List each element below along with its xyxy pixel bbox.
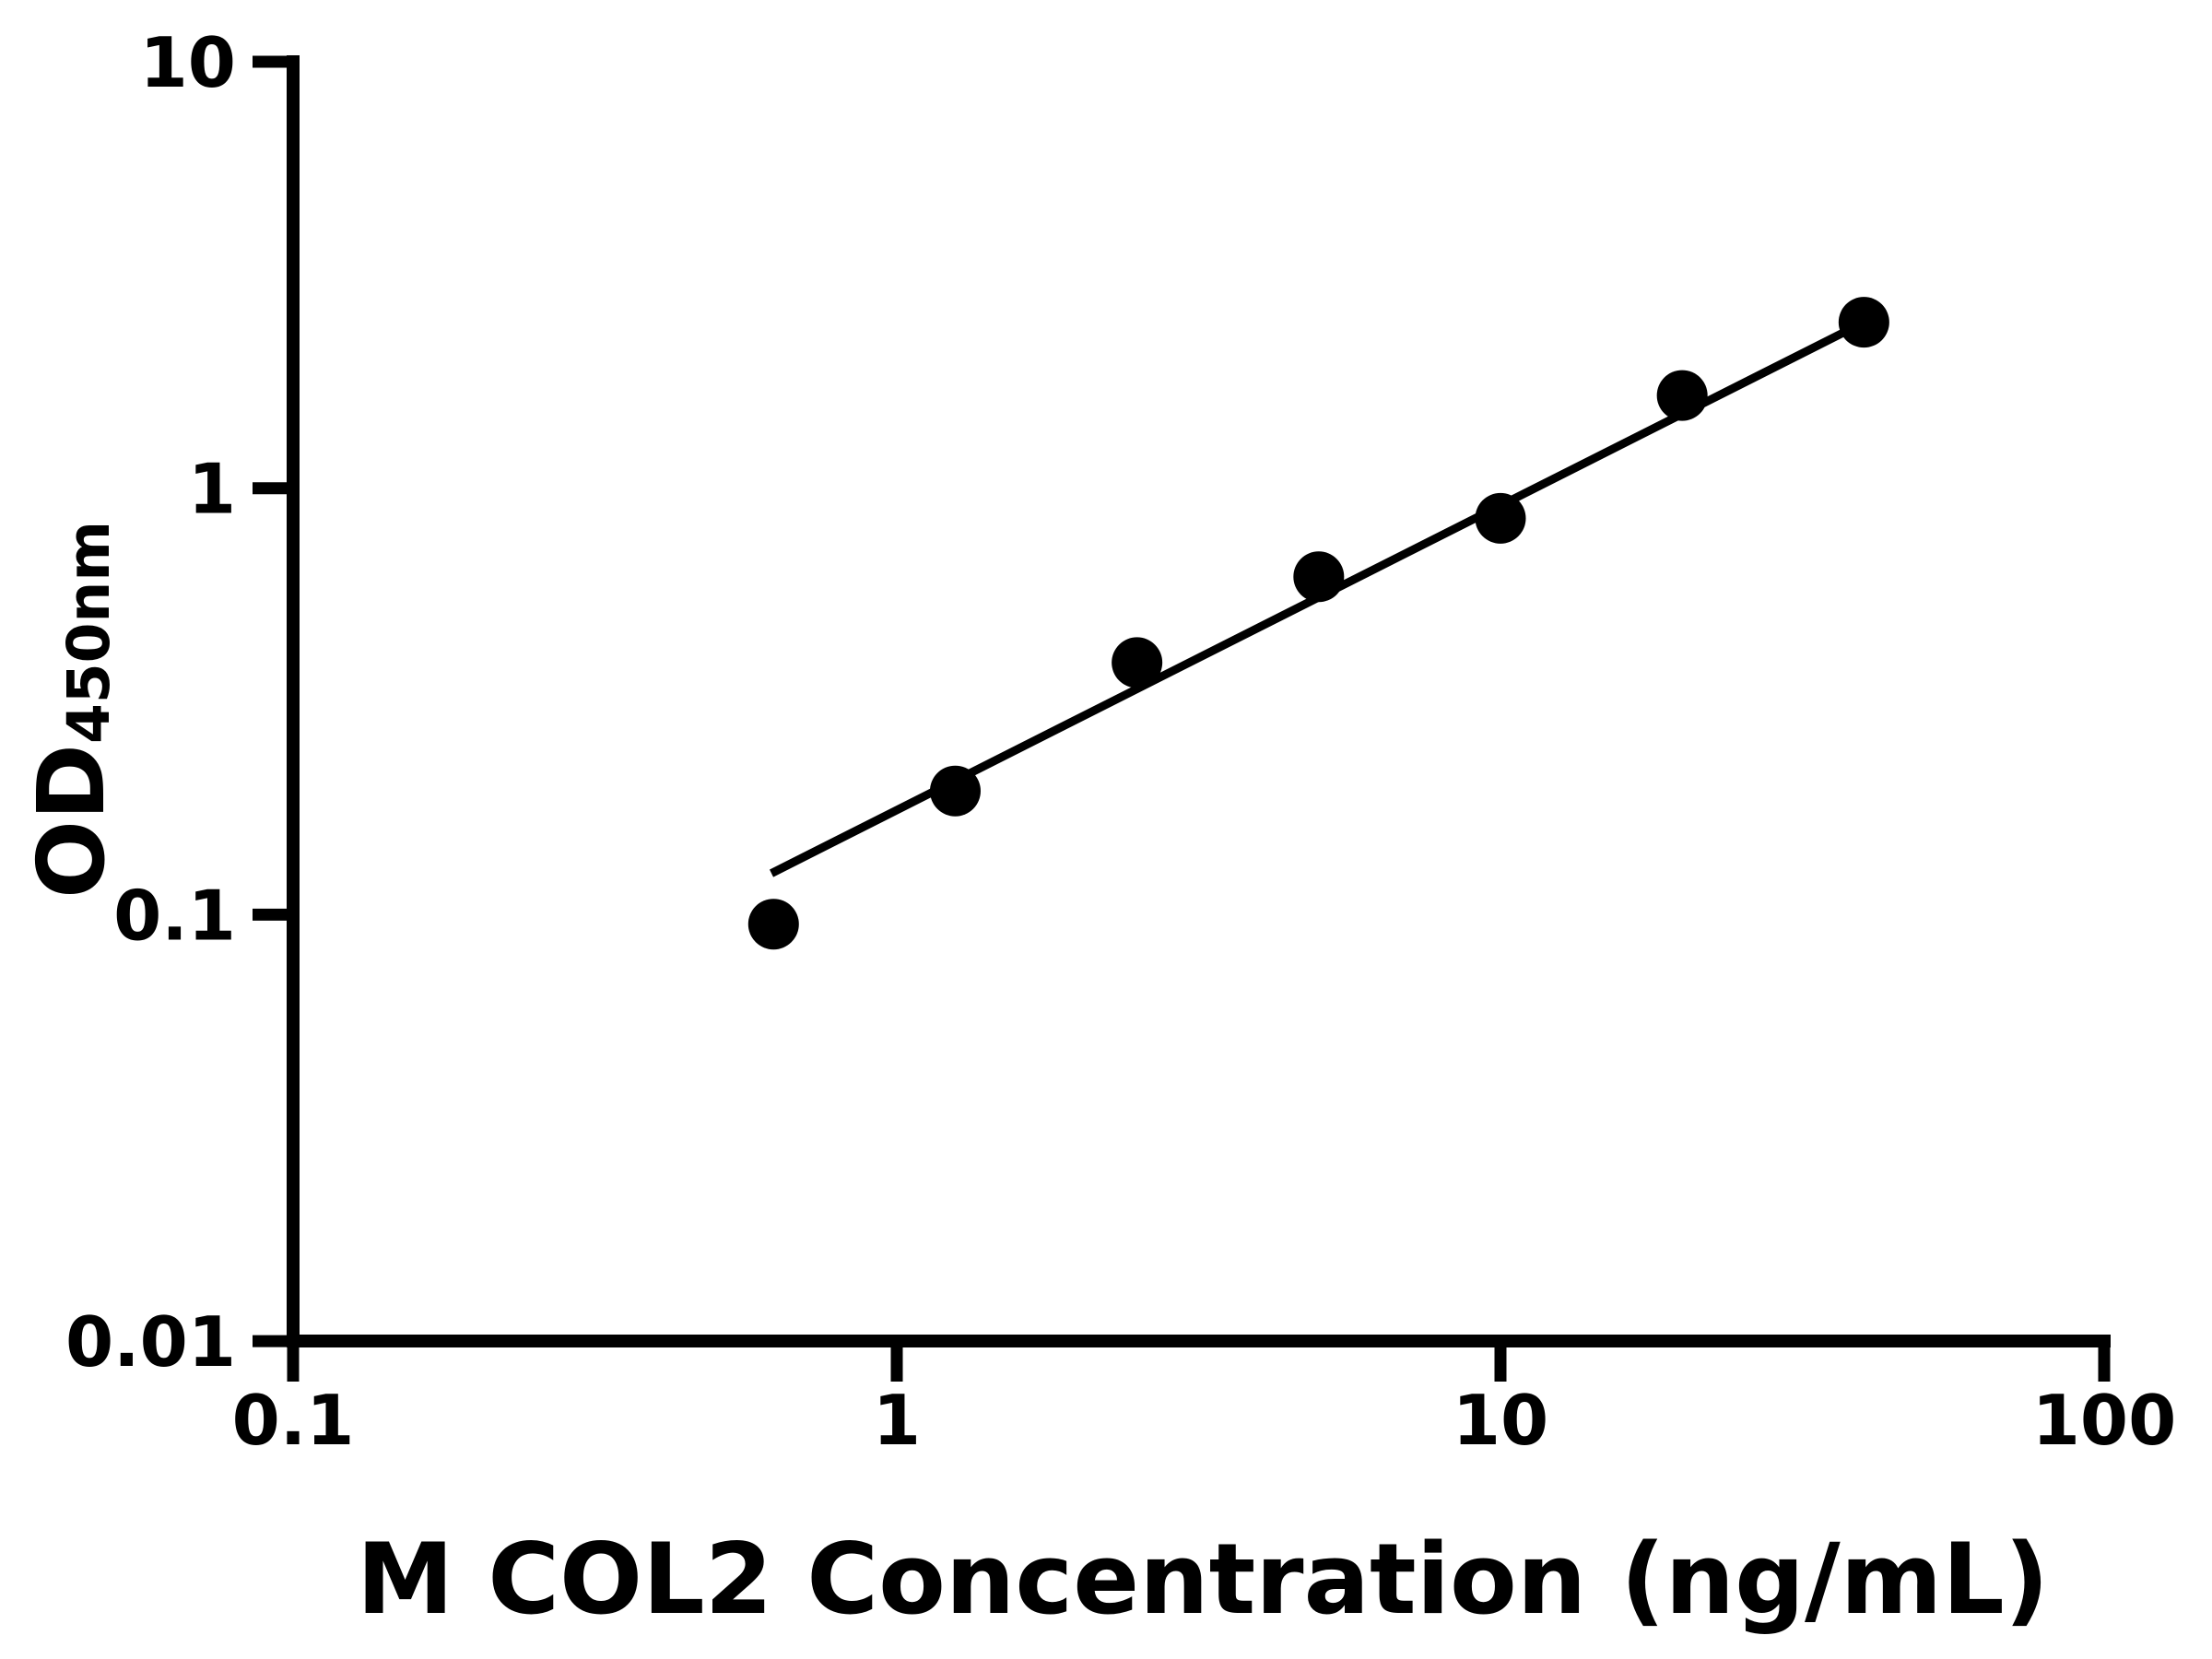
x-tick-label-1: 1 — [873, 1380, 921, 1461]
x-tick-label-100: 100 — [2032, 1380, 2177, 1461]
y-tick-label-0.01: 0.01 — [65, 1301, 236, 1382]
data-point-6 — [1656, 370, 1708, 421]
y-tick-label-10: 10 — [140, 22, 236, 103]
x-axis-title: M COL2 Concentration (ng/mL) — [357, 1523, 2049, 1636]
y-tick-label-0.1: 0.1 — [113, 875, 236, 956]
x-tick-label-0.1: 0.1 — [232, 1380, 355, 1461]
data-point-7 — [1838, 297, 1889, 348]
y-axis-title-subscript: 450nm — [55, 521, 123, 744]
x-tick-label-10: 10 — [1453, 1380, 1548, 1461]
y-axis-title: OD450nm — [18, 521, 125, 899]
data-point-3 — [1112, 637, 1163, 688]
data-point-4 — [1293, 551, 1345, 603]
data-point-5 — [1475, 492, 1526, 544]
data-point-2 — [929, 765, 981, 817]
y-axis-title-main: OD — [18, 744, 125, 899]
data-point-1 — [747, 899, 799, 950]
y-tick-label-1: 1 — [188, 449, 236, 530]
